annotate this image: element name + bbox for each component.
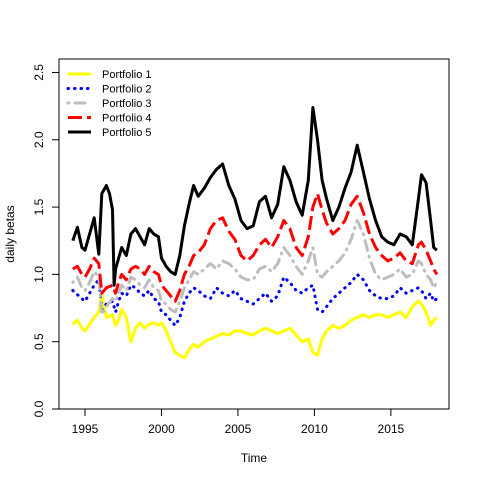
x-axis-label: Time <box>241 451 268 465</box>
y-tick-label: 2.5 <box>32 64 46 81</box>
x-tick-label: 2010 <box>301 422 328 436</box>
y-tick-label: 0.0 <box>32 400 46 417</box>
legend-label-2: Portfolio 2 <box>102 84 152 96</box>
series-line-5 <box>71 106 438 287</box>
legend-label-3: Portfolio 3 <box>102 98 152 110</box>
x-tick-label: 2005 <box>225 422 252 436</box>
series-line-2 <box>71 272 439 327</box>
legend: Portfolio 1 Portfolio 2 Portfolio 3 Portfol… <box>66 69 152 139</box>
y-tick-label: 0.5 <box>32 333 46 350</box>
series-line-4 <box>72 192 439 303</box>
x-tick-label: 2000 <box>148 422 175 436</box>
y-tick-label: 2.0 <box>32 131 46 148</box>
legend-label-4: Portfolio 4 <box>102 113 152 125</box>
series-layer <box>71 106 439 360</box>
legend-label-1: Portfolio 1 <box>102 69 152 81</box>
y-tick-label: 1.0 <box>32 266 46 283</box>
y-axis-label: daily betas <box>3 205 17 262</box>
legend-label-5: Portfolio 5 <box>102 127 152 139</box>
series-line-3 <box>71 219 439 317</box>
x-tick-label: 2015 <box>378 422 405 436</box>
y-axis: 0.0 0.5 1.0 1.5 2.0 2.5 <box>32 64 60 417</box>
x-axis: 1995 2000 2005 2010 2015 <box>72 408 405 436</box>
y-tick-label: 1.5 <box>32 198 46 215</box>
x-tick-label: 1995 <box>72 422 99 436</box>
series-line-1 <box>71 293 438 360</box>
